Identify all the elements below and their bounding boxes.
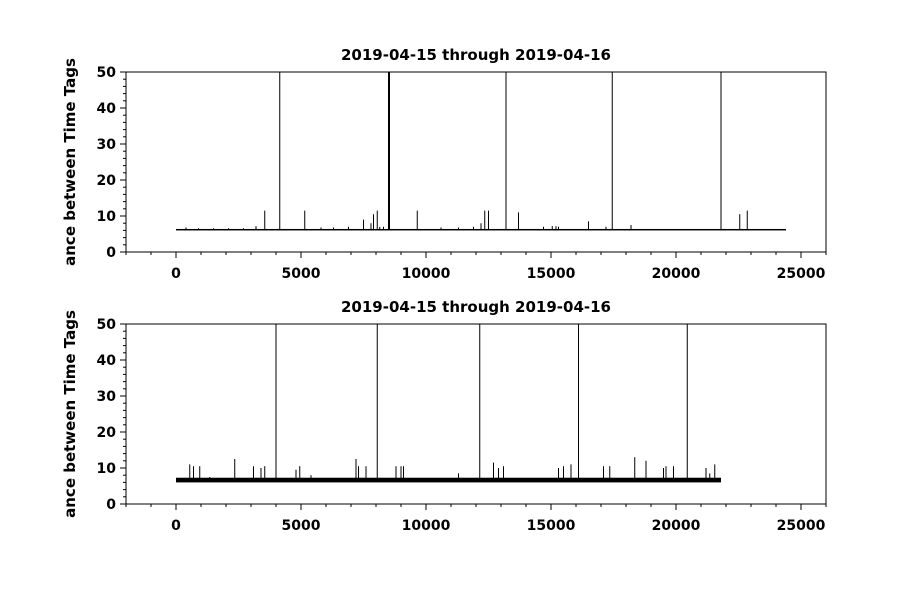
x-tick-label: 15000 (527, 266, 576, 282)
y-tick-label: 10 (97, 461, 117, 477)
x-tick-label: 25000 (777, 266, 826, 282)
plot-frame (125, 323, 827, 505)
y-tick-label: 20 (97, 173, 117, 189)
y-tick-label: 10 (97, 209, 117, 225)
x-tick-label: 10000 (402, 518, 451, 534)
y-axis-label: ance between Time Tags (61, 310, 79, 518)
x-tick-label: 20000 (652, 518, 701, 534)
x-tick-label: 10000 (402, 266, 451, 282)
y-tick-label: 50 (97, 65, 117, 81)
y-tick-label: 20 (97, 425, 117, 441)
x-tick-label: 0 (171, 518, 181, 534)
chart-panel-bottom: 2019-04-15 through 2019-04-16 ance betwe… (61, 298, 827, 534)
x-tick-label: 25000 (777, 518, 826, 534)
x-tick-label: 5000 (282, 518, 321, 534)
series-baseline (176, 477, 721, 483)
y-tick-label: 0 (106, 245, 116, 261)
x-tick-label: 0 (171, 266, 181, 282)
y-tick-label: 40 (97, 101, 117, 117)
y-tick-label: 50 (97, 317, 117, 333)
x-tick-label: 20000 (652, 266, 701, 282)
y-tick-label: 0 (106, 497, 116, 513)
chart-title: 2019-04-15 through 2019-04-16 (341, 298, 611, 316)
chart-panel-top: 2019-04-15 through 2019-04-16 ance betwe… (61, 46, 827, 282)
x-tick-label: 5000 (282, 266, 321, 282)
y-tick-label: 30 (97, 137, 117, 153)
y-axis-label: ance between Time Tags (61, 58, 79, 266)
y-tick-label: 40 (97, 353, 117, 369)
x-tick-label: 15000 (527, 518, 576, 534)
chart-title: 2019-04-15 through 2019-04-16 (341, 46, 611, 64)
y-tick-label: 30 (97, 389, 117, 405)
series-baseline (176, 228, 786, 231)
